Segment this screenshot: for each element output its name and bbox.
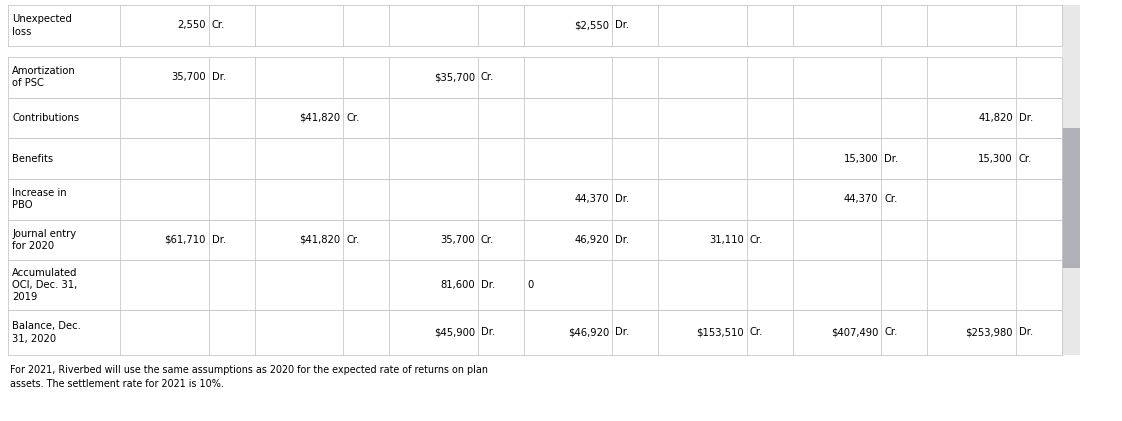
Text: $407,490: $407,490 bbox=[831, 328, 879, 337]
Text: Cr.: Cr. bbox=[1019, 154, 1032, 163]
Text: For 2021, Riverbed will use the same assumptions as 2020 for the expected rate o: For 2021, Riverbed will use the same ass… bbox=[10, 365, 488, 389]
Text: Dr.: Dr. bbox=[212, 72, 226, 82]
Bar bbox=[1063, 5, 1080, 355]
Text: Unexpected
loss: Unexpected loss bbox=[12, 14, 72, 37]
Text: $61,710: $61,710 bbox=[165, 235, 205, 245]
Text: Journal entry
for 2020: Journal entry for 2020 bbox=[12, 229, 76, 251]
Text: Dr.: Dr. bbox=[1019, 113, 1033, 123]
Text: Cr.: Cr. bbox=[749, 328, 763, 337]
Text: $41,820: $41,820 bbox=[300, 235, 340, 245]
Text: 31,110: 31,110 bbox=[709, 235, 744, 245]
Text: $2,550: $2,550 bbox=[574, 20, 609, 30]
Text: 35,700: 35,700 bbox=[172, 72, 205, 82]
Text: 46,920: 46,920 bbox=[574, 235, 609, 245]
Text: 2,550: 2,550 bbox=[177, 20, 205, 30]
Text: Dr.: Dr. bbox=[615, 194, 629, 204]
Text: 0: 0 bbox=[527, 280, 533, 290]
Text: Cr.: Cr. bbox=[347, 235, 360, 245]
Text: Benefits: Benefits bbox=[12, 154, 53, 163]
Text: 44,370: 44,370 bbox=[844, 194, 879, 204]
Text: 15,300: 15,300 bbox=[978, 154, 1013, 163]
Text: $253,980: $253,980 bbox=[965, 328, 1013, 337]
Text: Dr.: Dr. bbox=[481, 280, 495, 290]
Text: Dr.: Dr. bbox=[1019, 328, 1033, 337]
Text: Amortization
of PSC: Amortization of PSC bbox=[12, 66, 76, 88]
Text: Dr.: Dr. bbox=[212, 235, 226, 245]
Text: Contributions: Contributions bbox=[12, 113, 80, 123]
Text: Dr.: Dr. bbox=[615, 20, 629, 30]
Text: $46,920: $46,920 bbox=[568, 328, 609, 337]
Text: Cr.: Cr. bbox=[481, 72, 494, 82]
Text: Cr.: Cr. bbox=[749, 235, 763, 245]
Text: Dr.: Dr. bbox=[481, 328, 495, 337]
Text: Balance, Dec.
31, 2020: Balance, Dec. 31, 2020 bbox=[12, 321, 81, 344]
Text: Cr.: Cr. bbox=[884, 194, 898, 204]
Text: 15,300: 15,300 bbox=[844, 154, 879, 163]
Text: $45,900: $45,900 bbox=[434, 328, 475, 337]
Text: Accumulated
OCI, Dec. 31,
2019: Accumulated OCI, Dec. 31, 2019 bbox=[12, 268, 77, 302]
Text: Dr.: Dr. bbox=[884, 154, 899, 163]
Text: Cr.: Cr. bbox=[212, 20, 226, 30]
Text: $35,700: $35,700 bbox=[434, 72, 475, 82]
Text: Increase in
PBO: Increase in PBO bbox=[12, 188, 66, 210]
Bar bbox=[1063, 128, 1080, 267]
Text: 41,820: 41,820 bbox=[978, 113, 1013, 123]
Text: 81,600: 81,600 bbox=[440, 280, 475, 290]
Text: $41,820: $41,820 bbox=[300, 113, 340, 123]
Text: Dr.: Dr. bbox=[615, 235, 629, 245]
Text: Cr.: Cr. bbox=[481, 235, 494, 245]
Text: 44,370: 44,370 bbox=[574, 194, 609, 204]
Text: 35,700: 35,700 bbox=[440, 235, 475, 245]
Text: Cr.: Cr. bbox=[884, 328, 898, 337]
Text: Dr.: Dr. bbox=[615, 328, 629, 337]
Text: $153,510: $153,510 bbox=[696, 328, 744, 337]
Text: Cr.: Cr. bbox=[347, 113, 360, 123]
